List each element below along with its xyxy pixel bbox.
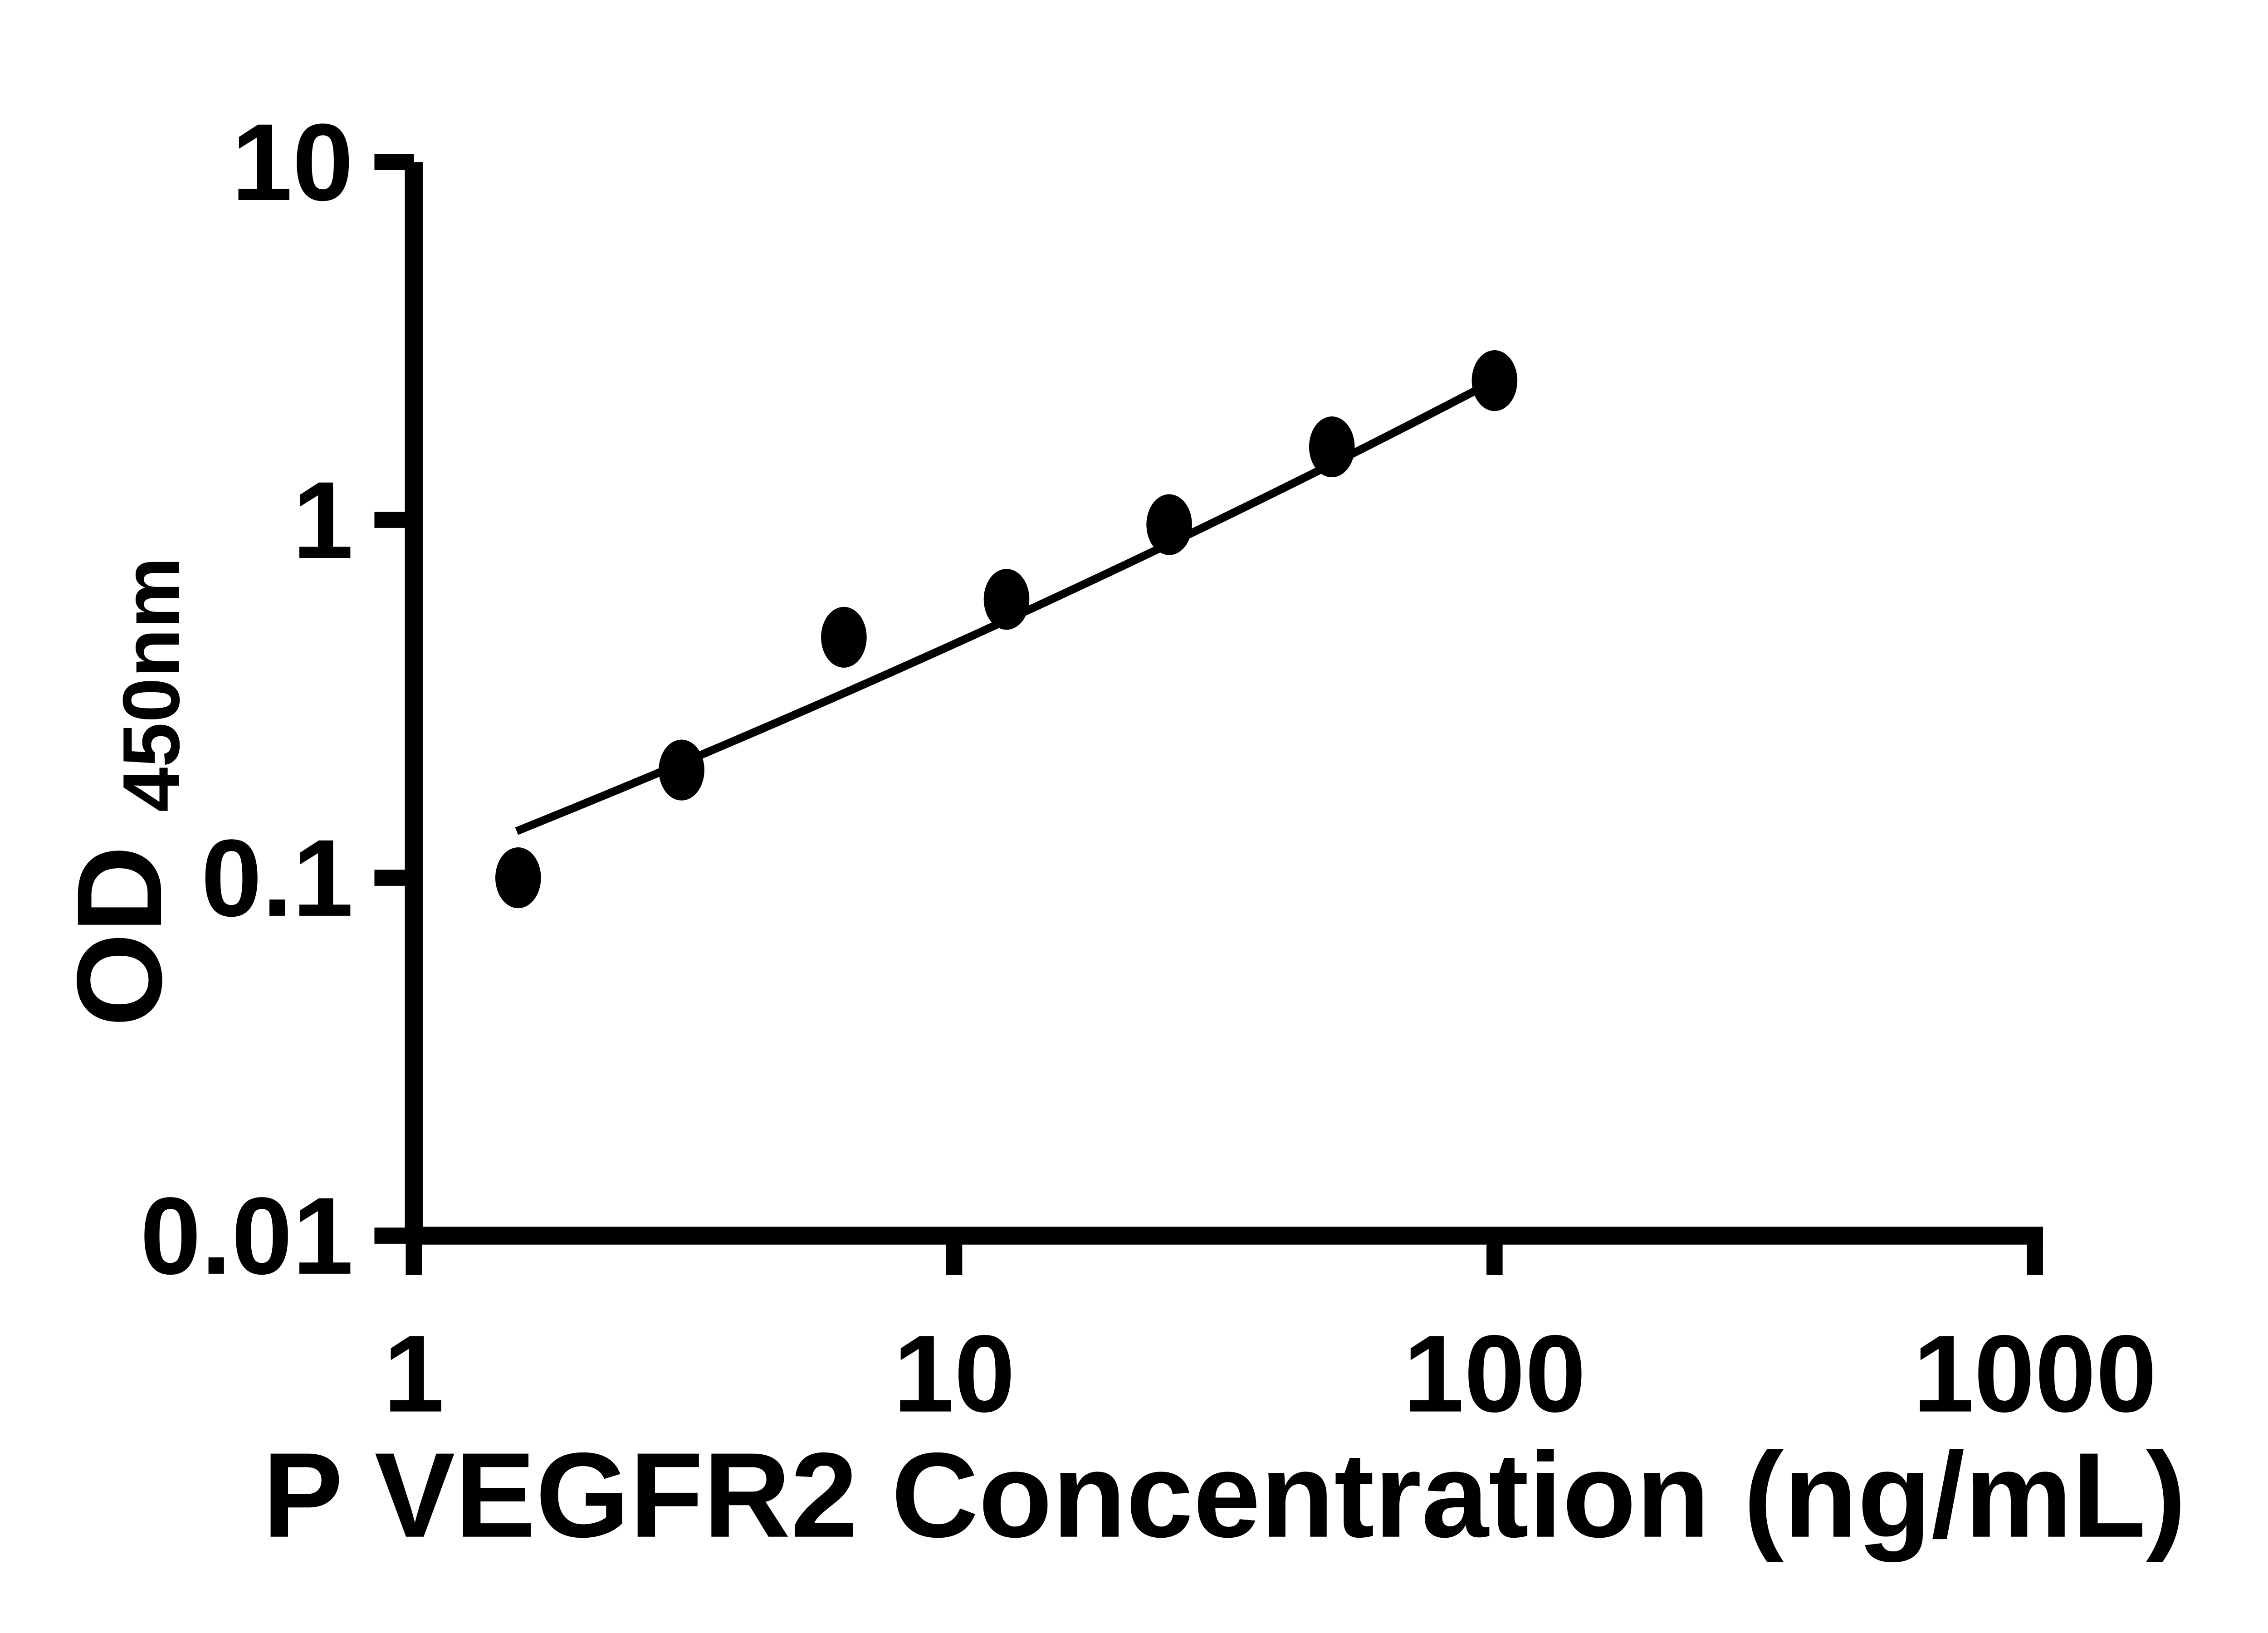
data-points: [495, 350, 1518, 909]
y-axis-ticks: [374, 154, 414, 1244]
data-point-x12.5: [983, 569, 1030, 630]
y-axis-title: OD 450nm: [52, 557, 196, 1027]
y-tick-label-1: 1: [293, 459, 353, 582]
y-axis-tick-labels: 10 1 0.1 0.01: [140, 101, 353, 1297]
data-point-x50: [1309, 416, 1355, 478]
data-point-x6.25: [821, 606, 867, 668]
y-axis-title-subscript: 450nm: [106, 557, 196, 812]
data-point-x100: [1471, 350, 1518, 411]
x-tick-label-10: 10: [893, 1313, 1015, 1435]
y-tick-label-0.1: 0.1: [201, 817, 353, 939]
x-axis-ticks: [406, 1236, 2043, 1275]
x-axis-tick-labels: 1 10 100 1000: [383, 1313, 2157, 1435]
x-tick-label-100: 100: [1403, 1313, 1586, 1435]
x-tick-label-1000: 1000: [1913, 1313, 2157, 1435]
data-point-x1.56: [495, 847, 541, 909]
data-point-x3.13: [659, 739, 704, 801]
x-tick-label-1: 1: [383, 1313, 444, 1435]
y-tick-label-10: 10: [231, 101, 353, 224]
x-axis-title: P VEGFR2 Concentration (ng/mL): [263, 1428, 2186, 1563]
y-tick-label-0.01: 0.01: [140, 1175, 353, 1297]
chart-background: [0, 11, 2268, 1622]
axes: [405, 162, 2043, 1245]
data-point-x25: [1146, 494, 1192, 555]
y-axis-title-main: OD: [52, 846, 187, 1027]
